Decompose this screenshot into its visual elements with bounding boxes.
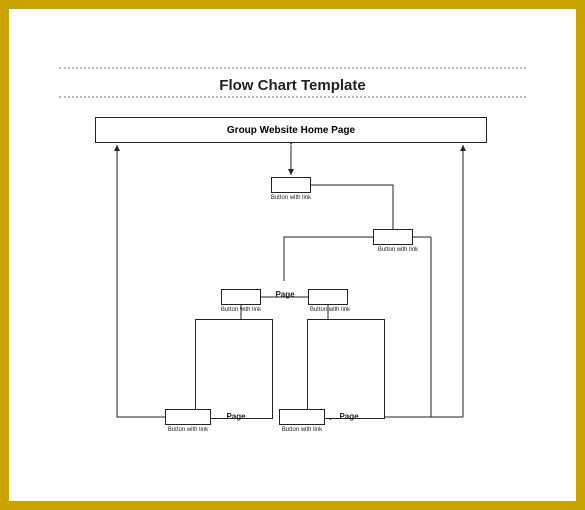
node-btn4 [308,289,348,305]
watermark-strip [9,483,576,501]
node-big-l [195,319,273,419]
node-btn1 [271,177,311,193]
node-big-r [307,319,385,419]
node-home: Group Website Home Page [95,117,487,143]
caption-btn-l: Button with link [149,427,227,433]
node-btn-r [279,409,325,425]
caption-btn4: Button with link [291,307,369,313]
caption-btn1: Button with link [252,195,330,201]
caption-page-r: Page [329,412,369,421]
caption-page-m: Page [268,290,302,299]
caption-btn-r: Button with link [263,427,341,433]
node-btn-l [165,409,211,425]
caption-btn2: Button with link [359,247,437,253]
caption-btn3: Button with link [202,307,280,313]
node-btn3 [221,289,261,305]
diagram-frame: Flow Chart Template Group Website Home P… [0,0,585,510]
node-btn2 [373,229,413,245]
caption-page-l: Page [216,412,256,421]
